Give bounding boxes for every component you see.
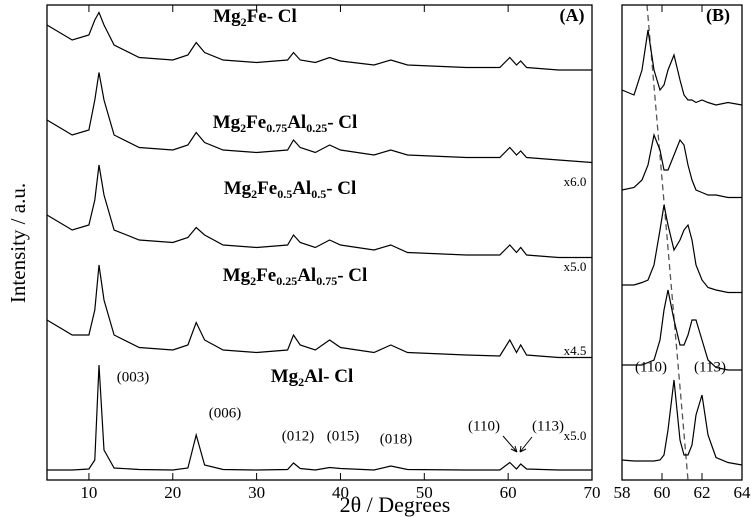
x-tick-label: 64	[734, 483, 752, 502]
series-label: Mg2Al- Cl	[271, 366, 354, 388]
peak-label: (110)	[635, 359, 667, 375]
scale-factor: x5.0	[564, 259, 587, 274]
x-tick-label: 20	[164, 483, 181, 502]
series-label: Mg2Fe0.25Al0.75- Cl	[223, 265, 368, 287]
x-axis-label: 2θ / Degrees	[340, 492, 451, 517]
series-label: Mg2Fe0.75Al0.25- Cl	[213, 112, 358, 134]
series-line	[46, 11, 592, 71]
scale-factor: x4.5	[564, 343, 587, 358]
scale-factor: x6.0	[564, 174, 587, 189]
plot-frame	[46, 4, 593, 481]
peak-label: (012)	[282, 428, 315, 444]
panel-title: (A)	[560, 5, 585, 26]
plot-frame	[621, 4, 743, 481]
peak-label: (006)	[209, 405, 242, 421]
series-line	[47, 364, 592, 471]
series-label: Mg2Fe- Cl	[213, 6, 297, 28]
peak-label: (015)	[327, 428, 360, 444]
x-tick-label: 60	[654, 483, 671, 502]
series-line	[621, 29, 743, 106]
guide-line	[646, 4, 689, 481]
series-line	[46, 164, 592, 259]
series-label: Mg2Fe0.5Al0.5- Cl	[224, 178, 357, 200]
x-tick-label: 30	[248, 483, 265, 502]
x-tick-label: 50	[416, 483, 433, 502]
series-line	[621, 132, 742, 199]
series-line	[622, 204, 742, 294]
series-line	[46, 72, 593, 164]
peak-label: (113)	[694, 359, 726, 375]
x-tick-label: 58	[614, 483, 631, 502]
x-tick-label: 40	[332, 483, 349, 502]
panel-title: (B)	[706, 5, 730, 26]
scale-factor: x5.0	[564, 428, 587, 443]
peak-label: (113)	[532, 418, 564, 434]
peak-label: (018)	[380, 431, 413, 447]
series-line	[46, 264, 592, 359]
peak-label: (110)	[468, 418, 500, 434]
arrows	[502, 435, 533, 453]
x-tick-label: 62	[694, 483, 711, 502]
y-axis-label: Intensity / a.u.	[6, 183, 30, 303]
peak-label: (003)	[117, 369, 150, 385]
series-line	[622, 289, 742, 371]
x-tick-label: 70	[584, 483, 601, 502]
x-tick-label: 60	[500, 483, 517, 502]
x-tick-label: 10	[80, 483, 97, 502]
series-line	[621, 379, 743, 466]
